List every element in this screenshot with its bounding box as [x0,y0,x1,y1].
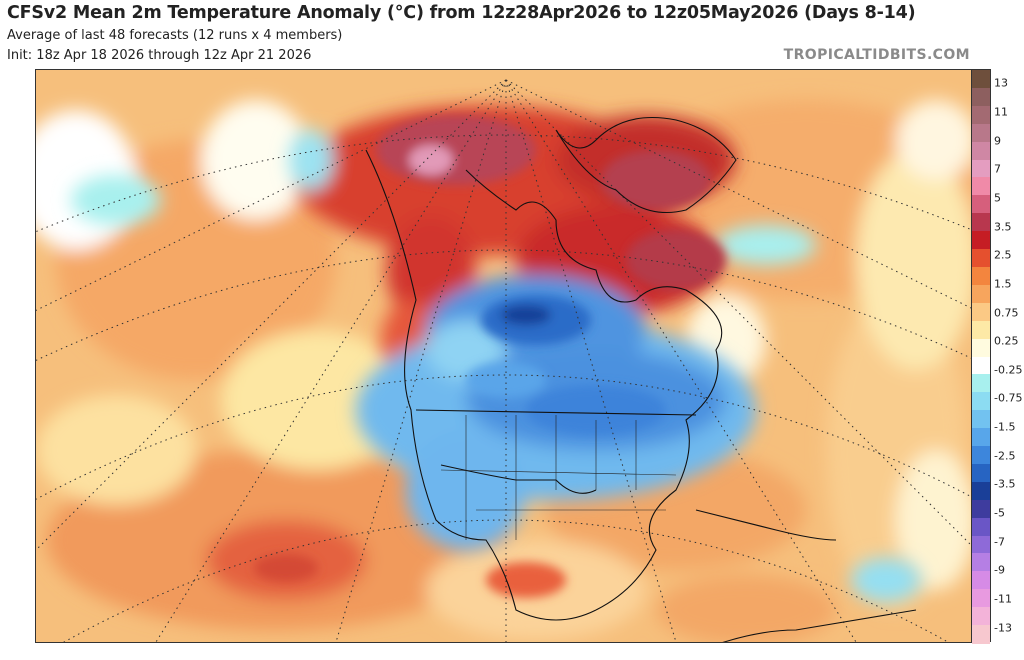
colorbar-box [972,589,990,608]
anomaly-colorbar [971,69,991,644]
colorbar-box [972,141,990,161]
colorbar-box [972,123,990,143]
colorbar-box [972,535,990,554]
colorbar-label: -11 [994,592,1012,606]
colorbar-box [972,320,990,340]
colorbar-box [972,213,990,232]
temperature-anomaly-map [35,69,972,643]
coastline-outline [365,117,917,642]
colorbar-label: 7 [994,162,1001,176]
colorbar-label: -9 [994,563,1005,577]
colorbar-label: -13 [994,621,1012,635]
map-title: CFSv2 Mean 2m Temperature Anomaly (°C) f… [7,3,916,23]
colorbar-box [972,410,990,429]
colorbar-label: 3.5 [994,220,1012,234]
colorbar-box [972,302,990,322]
colorbar-box [972,87,990,107]
colorbar-box [972,249,990,268]
state-borders [440,415,677,540]
source-watermark: TROPICALTIDBITS.COM [783,47,970,63]
colorbar-box [972,517,990,537]
colorbar-label: 13 [994,76,1008,90]
colorbar-box [972,446,990,465]
colorbar-box [972,338,990,357]
colorbar-box [972,356,990,375]
colorbar-label: -0.25 [994,363,1023,377]
map-subtitle-ensemble: Average of last 48 forecasts (12 runs x … [7,28,343,43]
colorbar-box [972,195,990,214]
colorbar-label: 2.5 [994,248,1012,262]
colorbar-box [972,481,990,501]
colorbar-box [972,607,990,626]
colorbar-label: -0.75 [994,391,1023,405]
colorbar-box [972,159,990,178]
colorbar-box [972,177,990,196]
colorbar-label: 11 [994,105,1008,119]
colorbar-label: -3.5 [994,477,1016,491]
colorbar-label: 0.75 [994,306,1019,320]
colorbar-box [972,70,990,89]
colorbar-label: 5 [994,191,1001,205]
colorbar-box [972,571,990,590]
colorbar-label: 0.25 [994,334,1019,348]
anomaly-map-svg [36,70,971,642]
colorbar-box [972,284,990,304]
colorbar-label: -5 [994,506,1005,520]
colorbar-box [972,428,990,447]
colorbar-label: -7 [994,535,1005,549]
colorbar-box [972,374,990,393]
graticule-lines [36,79,971,642]
colorbar-box [972,499,990,519]
colorbar-label: -1.5 [994,420,1016,434]
map-subtitle-init: Init: 18z Apr 18 2026 through 12z Apr 21… [7,48,312,63]
colorbar-box [972,266,990,286]
colorbar-box [972,392,990,411]
colorbar-box [972,105,990,125]
colorbar-label: 9 [994,134,1001,148]
colorbar-box [972,463,990,483]
colorbar-box [972,625,990,644]
colorbar-label: 1.5 [994,277,1012,291]
colorbar-box [972,553,990,572]
colorbar-box [972,231,990,250]
colorbar-label: -2.5 [994,449,1016,463]
